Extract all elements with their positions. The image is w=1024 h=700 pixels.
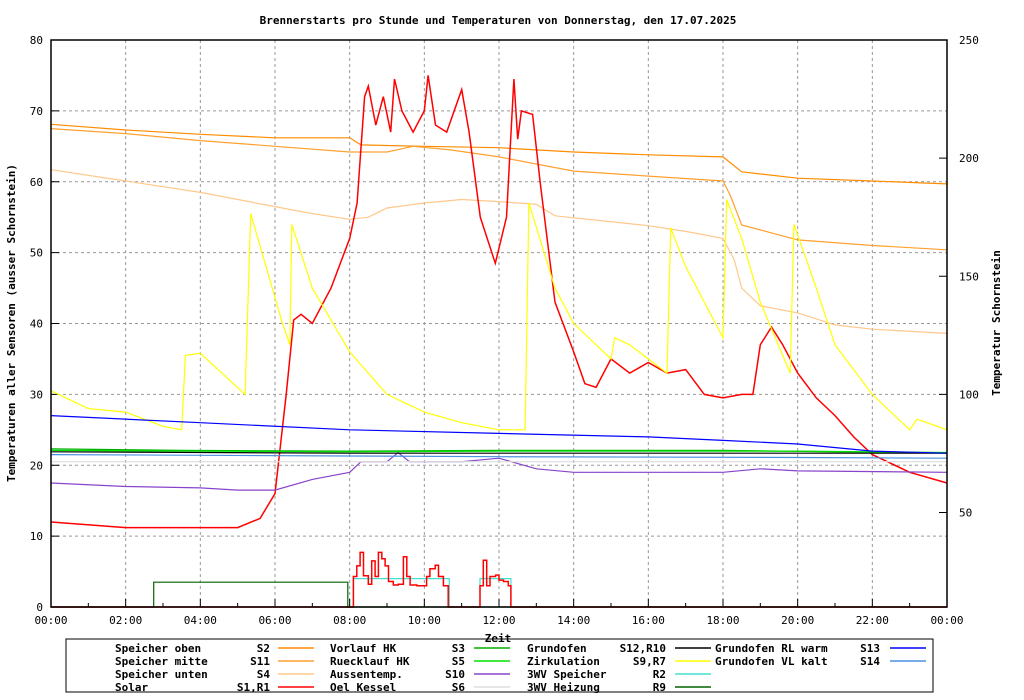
grid [51, 40, 947, 607]
legend-sensor: S5 [452, 655, 465, 668]
y-tick-label: 20 [30, 459, 43, 472]
legend-sensor: S2 [257, 642, 270, 655]
x-tick-label: 02:00 [109, 614, 142, 627]
y-axis-label: Temperaturen aller Sensoren (ausser Scho… [5, 164, 18, 482]
axes: 0 10 20 30 40 50 60 70 80 50 100 150 200 250 00:00 02:0… [30, 34, 979, 627]
legend-sensor: S3 [452, 642, 465, 655]
series-line-grundofen [50, 451, 947, 454]
legend-label: Solar [115, 681, 148, 694]
x-tick-label: 12:00 [482, 614, 515, 627]
legend-label: Grundofen VL kalt [715, 655, 828, 668]
legend-label: Grundofen [527, 642, 587, 655]
legend: Speicher oben S2 Speicher mitte S11 Speicher… [115, 642, 926, 694]
x-tick-label: 22:00 [856, 614, 889, 627]
series-line-speicher-oben [50, 123, 948, 185]
y-tick-label: 0 [36, 601, 43, 614]
series-line-speicher-mitte [50, 128, 948, 251]
legend-label: Zirkulation [527, 655, 600, 668]
legend-sensor: S13 [860, 642, 880, 655]
y-tick-label: 10 [30, 530, 43, 543]
legend-sensor: S12,R10 [620, 642, 666, 655]
y2-tick-label: 100 [959, 388, 979, 401]
legend-sensor: S4 [257, 668, 271, 681]
legend-sensor: R2 [653, 668, 666, 681]
x-tick-label: 16:00 [632, 614, 665, 627]
legend-sensor: S6 [452, 681, 466, 694]
series-line-solar [50, 75, 948, 529]
y2-tick-label: 150 [959, 270, 979, 283]
legend-label: Speicher unten [115, 668, 208, 681]
legend-sensor: R9 [653, 681, 666, 694]
x-tick-label: 00:00 [930, 614, 963, 627]
legend-label: Speicher oben [115, 642, 201, 655]
legend-sensor: S11 [250, 655, 270, 668]
x-tick-label: 00:00 [34, 614, 67, 627]
x-tick-label: 04:00 [184, 614, 217, 627]
plot-frame [50, 39, 948, 608]
x-tick-label: 20:00 [781, 614, 814, 627]
legend-box [65, 638, 934, 693]
series-line-grundofen-rl-warm [50, 415, 948, 454]
x-tick-label: 14:00 [557, 614, 590, 627]
legend-sensor: S10 [445, 668, 465, 681]
series-line-speicher-unten [50, 169, 948, 334]
legend-label: Aussentemp. [330, 668, 403, 681]
legend-sensor: S14 [860, 655, 880, 668]
legend-label: Ruecklauf HK [330, 655, 410, 668]
series-line-grundofen-vl-kalt [50, 454, 948, 459]
legend-label: 3WV Speicher [527, 668, 607, 681]
y-tick-label: 40 [30, 318, 43, 331]
chart-title: Brennerstarts pro Stunde und Temperature… [260, 14, 737, 27]
series-line-zirkulation [50, 199, 948, 431]
legend-label: Vorlauf HK [330, 642, 397, 655]
series-line-brennerstarts [51, 551, 947, 608]
y-tick-label: 70 [30, 105, 43, 118]
legend-label: Oel Kessel [330, 681, 396, 694]
x-tick-label: 18:00 [706, 614, 739, 627]
y2-tick-label: 250 [959, 34, 979, 47]
legend-label: 3WV Heizung [527, 681, 600, 694]
series-line-ruecklauf-hk [50, 449, 948, 454]
legend-label: Grundofen RL warm [715, 642, 828, 655]
legend-label: Speicher mitte [115, 655, 208, 668]
y2-tick-label: 200 [959, 152, 979, 165]
legend-sensor: S9,R7 [633, 655, 666, 668]
y-tick-label: 30 [30, 388, 43, 401]
legend-sensor: S1,R1 [237, 681, 270, 694]
y-tick-label: 80 [30, 34, 43, 47]
y-tick-label: 60 [30, 176, 43, 189]
x-tick-label: 06:00 [258, 614, 291, 627]
y2-tick-label: 50 [959, 507, 972, 520]
x-tick-label: 08:00 [333, 614, 366, 627]
x-tick-label: 10:00 [408, 614, 441, 627]
y2-axis-label: Temperatur Schornstein [990, 250, 1003, 396]
y-tick-label: 50 [30, 247, 43, 260]
